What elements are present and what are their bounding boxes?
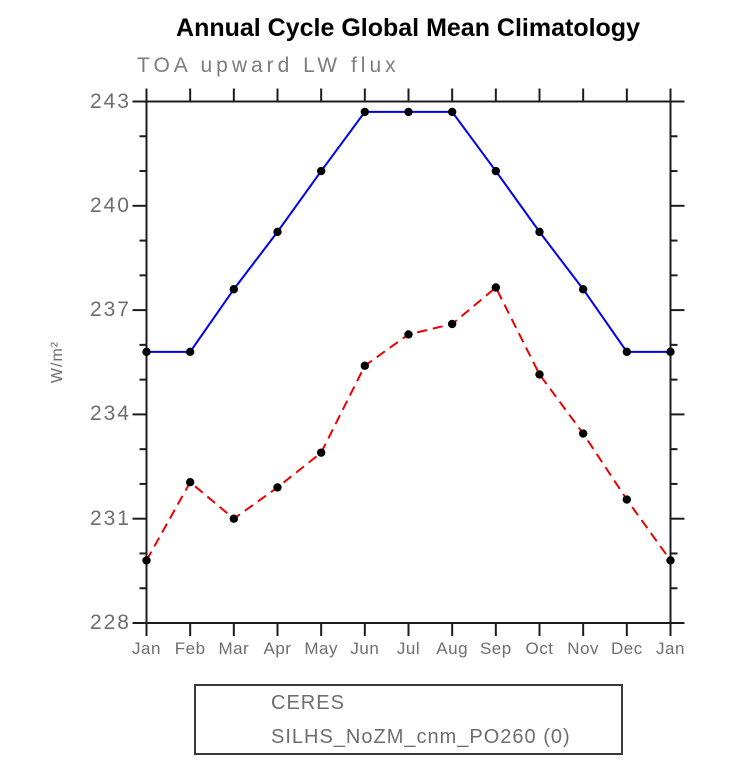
series-line-1	[145, 285, 672, 562]
legend-entry-silhs: SILHS_NoZM_cnm_PO260 (0)	[271, 726, 571, 748]
x-tick-label: Oct	[525, 639, 554, 658]
series-line-0	[146, 110, 671, 353]
series-markers-0	[142, 107, 675, 357]
x-tick-label: Aug	[436, 639, 469, 658]
legend-entry-ceres: CERES	[271, 692, 345, 714]
chart-title: Annual Cycle Global Mean Climatology	[176, 14, 640, 42]
legend-box	[194, 684, 623, 755]
x-tick-label: Jun	[350, 639, 380, 658]
y-tick-label: 240	[89, 193, 131, 217]
y-tick-label: 228	[89, 611, 131, 634]
x-tick-label: Feb	[174, 639, 206, 658]
series-markers-1	[142, 283, 675, 565]
x-tick-label: Mar	[218, 639, 250, 658]
chart-subtitle: TOA upward LW flux	[137, 54, 400, 77]
x-tick-label: Dec	[610, 639, 643, 658]
x-tick-label: Sep	[479, 639, 512, 658]
y-axis-title: W/m²	[49, 340, 66, 384]
x-tick-label: Jan	[132, 639, 161, 658]
y-tick-label: 234	[89, 402, 131, 426]
x-tick-label: Jul	[396, 639, 421, 658]
y-tick-label: 237	[89, 298, 131, 322]
x-tick-label: Nov	[567, 639, 600, 658]
axes	[132, 88, 685, 636]
x-tick-label: May	[304, 639, 338, 658]
y-tick-label: 231	[89, 506, 131, 530]
y-tick-label: 243	[89, 89, 131, 113]
x-tick-label: Jan	[656, 639, 685, 658]
x-tick-label: Apr	[263, 639, 292, 658]
